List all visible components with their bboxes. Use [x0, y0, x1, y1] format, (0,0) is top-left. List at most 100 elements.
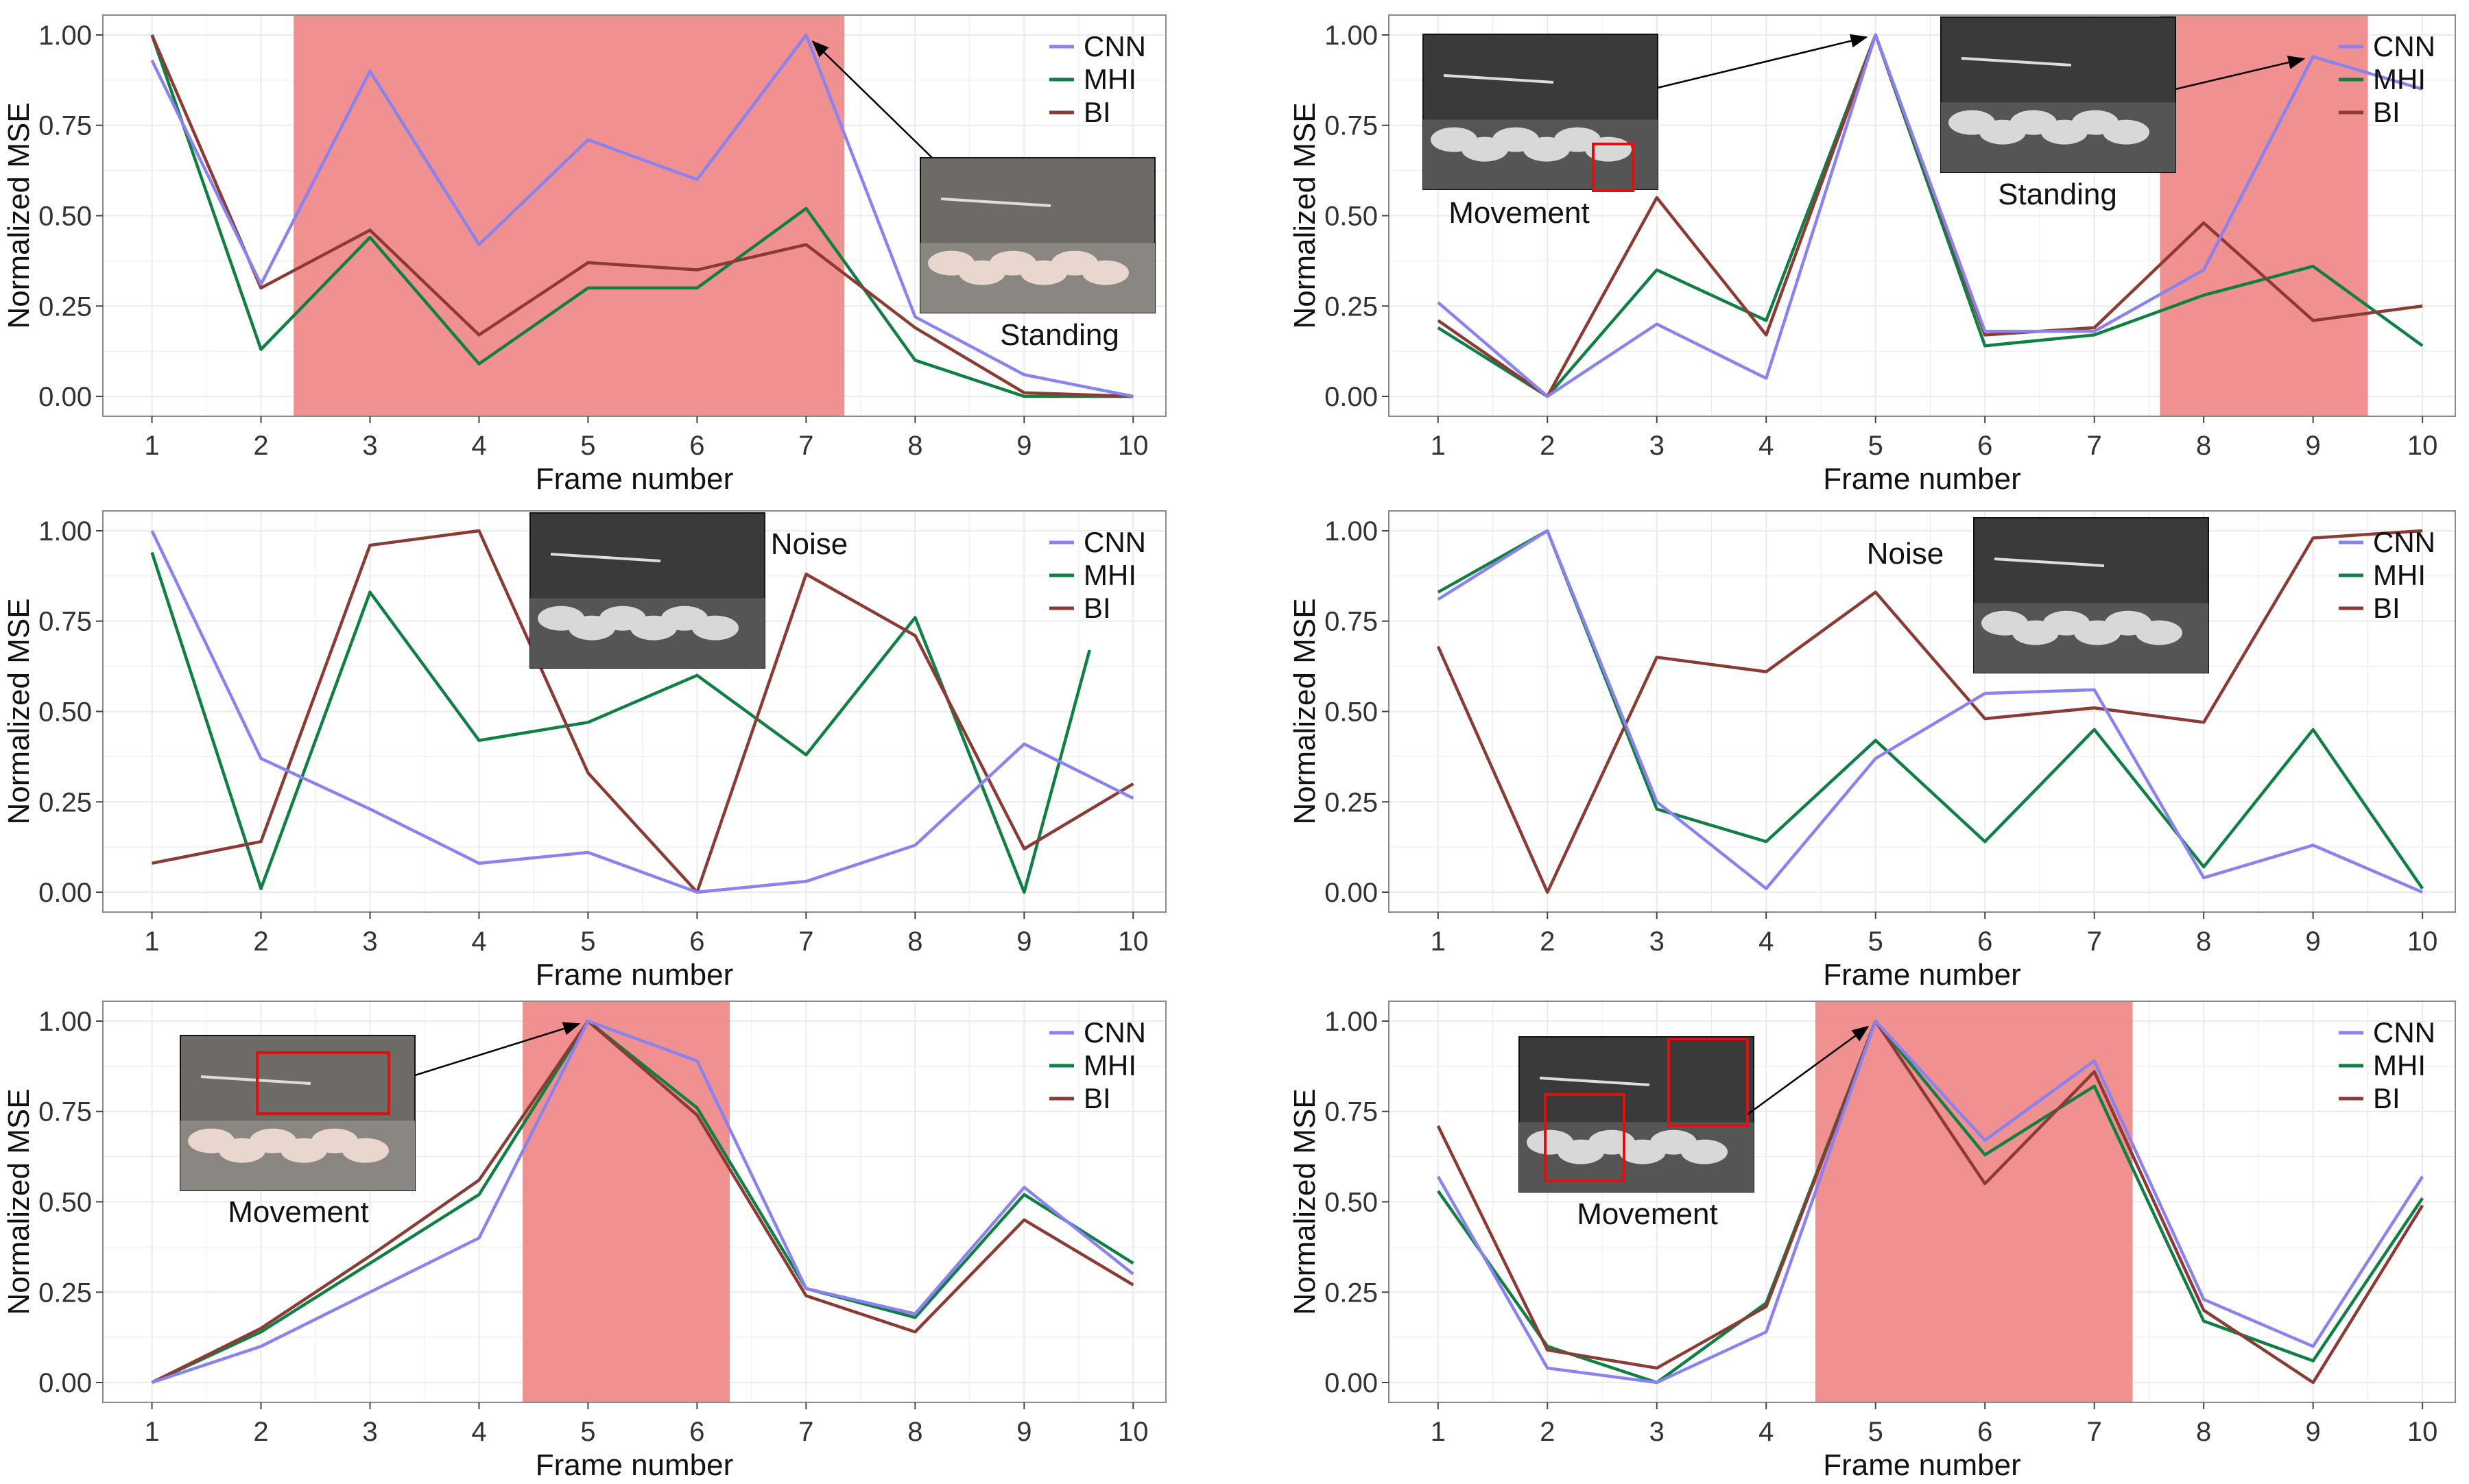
- x-tick-label: 9: [2306, 926, 2321, 957]
- legend-label-bi: BI: [2373, 1082, 2400, 1114]
- x-tick-label: 3: [1649, 431, 1665, 461]
- x-tick-label: 1: [144, 926, 159, 957]
- x-tick-label: 1: [144, 431, 159, 461]
- x-tick-label: 6: [1977, 926, 1992, 957]
- chart-panel-2: 0.00 0.25 0.50 0.75 1.00 1 2 3 4 5 6 7 8 9 10 Frame num…: [1288, 14, 2456, 496]
- x-tick-label: 3: [362, 1417, 377, 1447]
- annotation-arrow: [1657, 34, 1868, 89]
- series-line-mhi: [150, 551, 1091, 894]
- chart-panel-5: 0.00 0.25 0.50 0.75 1.00 1 2 3 4 5 6 7 8 9 10 Frame num…: [2, 1001, 1167, 1482]
- x-tick-label: 5: [1868, 431, 1883, 461]
- x-tick-label: 7: [798, 431, 813, 461]
- x-tick-label: 5: [580, 431, 595, 461]
- annotation-arrow: [414, 1022, 581, 1077]
- x-tick-label: 8: [2196, 431, 2211, 461]
- y-tick-label: 0.25: [38, 787, 92, 817]
- y-axis-title: Normalized MSE: [1288, 102, 1322, 328]
- legend-label-mhi: MHI: [1084, 1049, 1136, 1081]
- x-tick-label: 10: [2407, 431, 2438, 461]
- pig-shape: [692, 615, 739, 641]
- y-tick-label: 0.75: [38, 1097, 92, 1127]
- x-axis-title: Frame number: [1823, 462, 2021, 496]
- photo-rail: [1443, 74, 1554, 84]
- series-line-mhi: [1436, 1019, 2424, 1385]
- chart-panel-4: 0.00 0.25 0.50 0.75 1.00 1 2 3 4 5 6 7 8 9 10 Frame num…: [1288, 510, 2456, 992]
- highlight-region: [294, 15, 845, 416]
- x-tick-label: 8: [2196, 1417, 2211, 1447]
- series-line-cnn: [150, 33, 1134, 398]
- x-tick-label: 7: [2087, 1417, 2102, 1447]
- x-tick-label: 4: [471, 926, 486, 957]
- legend-label-bi: BI: [2373, 592, 2400, 624]
- annotation-label: Standing: [1998, 178, 2117, 211]
- photo-inset: [1940, 16, 2176, 173]
- series-line-cnn: [1437, 529, 2424, 894]
- x-tick-label: 8: [907, 431, 922, 461]
- x-tick-label: 1: [144, 1417, 159, 1447]
- series-line-cnn: [1436, 1019, 2424, 1385]
- x-axis-title: Frame number: [536, 958, 734, 992]
- x-tick-label: 2: [1540, 1417, 1555, 1447]
- x-tick-label: 3: [1649, 926, 1665, 957]
- y-tick-label: 0.75: [38, 607, 92, 637]
- x-tick-label: 2: [253, 926, 268, 957]
- legend-label-mhi: MHI: [2373, 559, 2426, 591]
- series-line-cnn: [1437, 33, 2423, 398]
- x-tick-label: 6: [689, 1417, 704, 1447]
- y-tick-label: 0.75: [1324, 111, 1378, 141]
- red-highlight-box: [256, 1051, 390, 1115]
- legend-label-mhi: MHI: [1084, 559, 1136, 591]
- photo-rail: [1961, 57, 2072, 67]
- series-line-bi: [150, 34, 1134, 398]
- legend-label-cnn: CNN: [2373, 526, 2435, 558]
- x-axis-title: Frame number: [536, 462, 734, 496]
- x-tick-label: 7: [2087, 431, 2102, 461]
- y-tick-label: 1.00: [1324, 516, 1378, 547]
- annotation-arrow: [2175, 56, 2306, 91]
- x-tick-label: 7: [798, 1417, 813, 1447]
- series-line-bi: [1436, 529, 2423, 894]
- y-tick-label: 0.25: [38, 1278, 92, 1308]
- series-line-mhi: [1437, 33, 2424, 398]
- y-tick-label: 0.75: [38, 111, 92, 141]
- annotation-label: Standing: [1000, 318, 1119, 352]
- legend-label-bi: BI: [1084, 1082, 1111, 1114]
- highlight-region: [1815, 1001, 2133, 1402]
- x-tick-label: 5: [580, 926, 595, 957]
- legend-label-mhi: MHI: [2373, 1049, 2426, 1081]
- photo-rail: [1994, 558, 2105, 567]
- photo-rail: [550, 553, 661, 562]
- x-tick-label: 6: [1977, 431, 1992, 461]
- x-tick-label: 9: [2306, 431, 2321, 461]
- pig-shape: [1082, 260, 1129, 285]
- x-tick-label: 2: [1540, 926, 1555, 957]
- photo-inset: [1518, 1036, 1754, 1193]
- y-tick-label: 0.00: [1324, 382, 1378, 412]
- pig-shape: [2103, 119, 2149, 145]
- red-highlight-box: [1592, 143, 1634, 192]
- legend-label-cnn: CNN: [1084, 526, 1146, 558]
- pig-shape: [2136, 620, 2182, 645]
- series-line-mhi: [151, 1019, 1134, 1385]
- legend-label-cnn: CNN: [2373, 30, 2435, 62]
- y-tick-label: 0.00: [38, 1368, 92, 1398]
- annotation-arrow: [811, 40, 933, 158]
- annotation-arrow: [1747, 1025, 1870, 1116]
- photo-rail: [940, 198, 1051, 207]
- y-tick-label: 0.75: [1324, 607, 1378, 637]
- x-tick-label: 2: [253, 431, 268, 461]
- y-tick-label: 1.00: [38, 516, 92, 547]
- legend-label-mhi: MHI: [1084, 63, 1136, 95]
- legend-label-bi: BI: [1084, 96, 1111, 128]
- x-tick-label: 2: [1540, 431, 1555, 461]
- y-tick-label: 0.50: [1324, 1188, 1378, 1218]
- pig-shape: [1681, 1139, 1728, 1164]
- y-tick-label: 0.25: [1324, 291, 1378, 322]
- x-tick-label: 10: [1118, 926, 1149, 957]
- annotation-label: Movement: [1577, 1197, 1717, 1231]
- x-axis-title: Frame number: [1823, 958, 2021, 992]
- x-axis-title: Frame number: [536, 1448, 734, 1482]
- x-axis-title: Frame number: [1823, 1448, 2021, 1482]
- x-tick-label: 9: [1016, 1417, 1031, 1447]
